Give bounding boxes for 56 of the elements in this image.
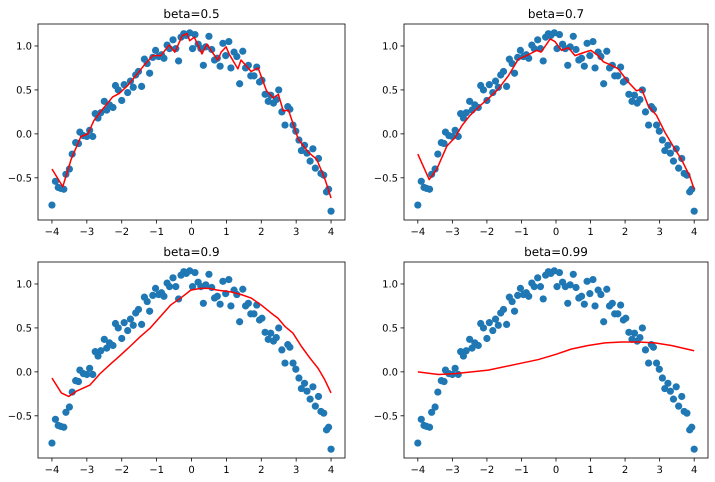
x-tick-label: 2 xyxy=(622,227,628,238)
x-tick-label: −2 xyxy=(114,227,130,238)
x-tick-label: 1 xyxy=(587,465,594,476)
x-tick-label: 3 xyxy=(656,227,663,238)
y-tick-label: 1.0 xyxy=(382,279,398,290)
x-tick-label: 4 xyxy=(328,465,334,476)
x-tick-label: 1 xyxy=(587,227,594,238)
y-tick-label: 1.0 xyxy=(16,41,32,52)
x-tick-label: 3 xyxy=(292,465,300,476)
chart-title: beta=0.5 xyxy=(163,7,220,21)
x-tick-label: −3 xyxy=(79,465,94,476)
x-tick-label: −1 xyxy=(514,227,529,238)
x-tick-label: −1 xyxy=(514,465,529,476)
y-tick-label: −0.5 xyxy=(8,411,32,422)
y-tick-label: 1.0 xyxy=(382,41,398,52)
y-tick-label: −0.5 xyxy=(374,173,398,184)
x-tick-label: 2 xyxy=(622,465,628,476)
y-tick-label: 0.0 xyxy=(16,367,32,378)
chart-title: beta=0.9 xyxy=(163,245,220,259)
x-tick-label: −4 xyxy=(410,227,426,238)
y-tick-label: 0.0 xyxy=(382,129,398,140)
x-tick-label: 1 xyxy=(223,227,230,238)
x-tick-label: 0 xyxy=(552,227,560,238)
x-tick-label: 2 xyxy=(258,227,264,238)
x-tick-label: 4 xyxy=(328,227,334,238)
chart-title: beta=0.99 xyxy=(524,245,588,259)
x-tick-label: 4 xyxy=(690,227,698,238)
y-tick-label: 0.0 xyxy=(382,367,398,378)
x-tick-label: −3 xyxy=(444,227,460,238)
y-tick-label: 0.0 xyxy=(16,129,32,140)
x-tick-label: 1 xyxy=(223,465,230,476)
x-tick-label: 4 xyxy=(690,465,698,476)
x-tick-label: −4 xyxy=(44,465,60,476)
x-tick-label: −1 xyxy=(149,227,164,238)
y-tick-label: 0.5 xyxy=(16,323,32,334)
y-tick-label: −0.5 xyxy=(8,173,32,184)
x-tick-label: −2 xyxy=(480,465,494,476)
x-tick-label: 0 xyxy=(188,227,195,238)
x-tick-label: −2 xyxy=(480,227,494,238)
x-tick-label: −4 xyxy=(44,227,60,238)
y-tick-label: 1.0 xyxy=(16,279,32,290)
x-tick-label: −3 xyxy=(79,227,94,238)
x-tick-label: 2 xyxy=(258,465,264,476)
x-tick-label: 3 xyxy=(292,227,300,238)
x-tick-label: −4 xyxy=(410,465,426,476)
x-tick-label: 0 xyxy=(552,465,560,476)
x-tick-label: −3 xyxy=(444,465,460,476)
y-tick-label: 0.5 xyxy=(382,323,398,334)
x-tick-label: 3 xyxy=(656,465,663,476)
y-tick-label: 0.5 xyxy=(16,85,32,96)
x-tick-label: −2 xyxy=(114,465,130,476)
x-tick-label: −1 xyxy=(149,465,164,476)
chart-title: beta=0.7 xyxy=(528,7,584,21)
x-tick-label: 0 xyxy=(188,465,195,476)
y-tick-label: −0.5 xyxy=(374,411,398,422)
y-tick-label: 0.5 xyxy=(382,85,398,96)
